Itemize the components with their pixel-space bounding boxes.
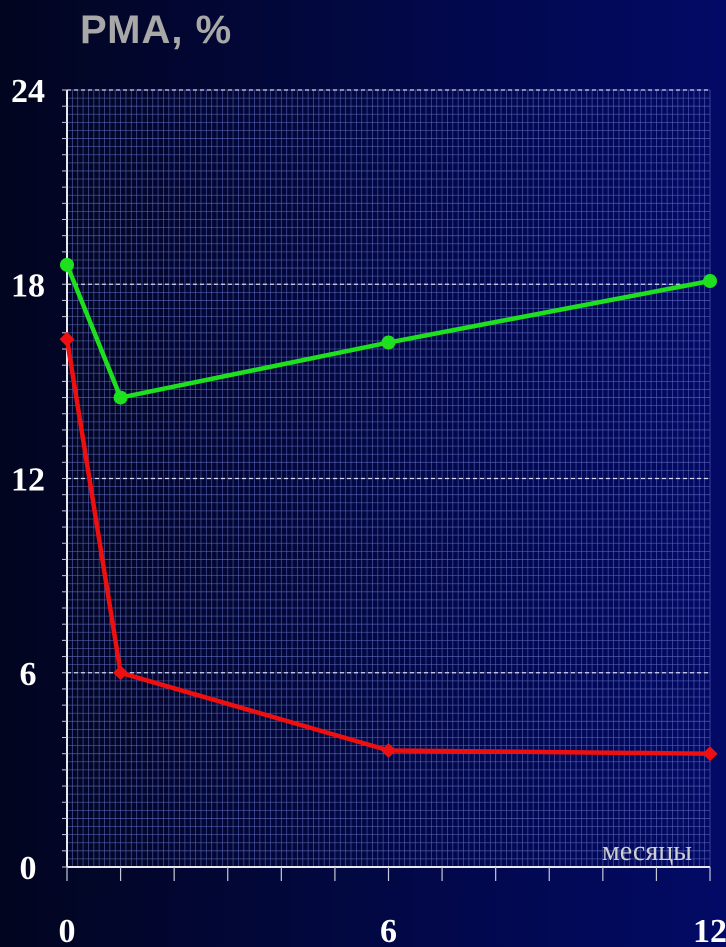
- y-tick-label: 12: [11, 462, 45, 499]
- x-axis-label: месяцы: [602, 836, 692, 867]
- series-1: [60, 257, 717, 405]
- data-point: [703, 274, 717, 289]
- series-layer: [59, 257, 718, 762]
- series-2: [59, 331, 718, 762]
- grid: [66, 89, 711, 868]
- tick-labels: 0 6 12 18 24 0 6 12: [11, 73, 726, 947]
- x-tick-label: 6: [380, 913, 397, 947]
- x-tick-label: 0: [59, 913, 76, 947]
- data-point: [381, 335, 396, 350]
- series-line: [64, 263, 711, 400]
- data-point: [113, 390, 128, 405]
- series-line: [64, 338, 711, 756]
- data-point: [113, 665, 129, 681]
- chart-title: РМА, %: [80, 8, 233, 52]
- y-tick-label: 18: [11, 267, 45, 304]
- axes: [62, 89, 711, 881]
- y-tick-label: 24: [11, 73, 45, 110]
- y-tick-label: 0: [20, 850, 37, 887]
- data-point: [702, 746, 718, 762]
- data-point: [59, 331, 75, 347]
- x-tick-label: 12: [693, 913, 726, 947]
- data-point: [60, 257, 74, 272]
- data-point: [381, 742, 396, 758]
- y-tick-label: 6: [20, 656, 37, 693]
